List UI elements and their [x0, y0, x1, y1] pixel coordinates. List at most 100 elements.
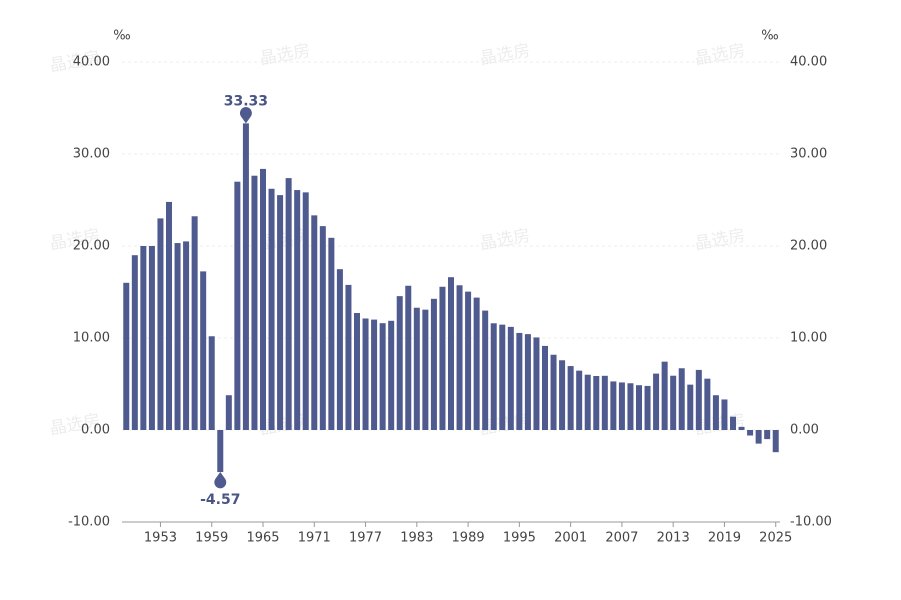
x-tick-label: 2025 — [759, 531, 792, 546]
x-tick-label: 1953 — [144, 531, 177, 546]
x-tick-label: 1959 — [195, 531, 228, 546]
bar — [618, 382, 625, 430]
value-label: -4.57 — [200, 492, 240, 508]
bar — [166, 201, 172, 430]
bar — [422, 309, 429, 430]
x-tick-label: 1977 — [349, 531, 382, 546]
bar — [593, 375, 600, 430]
bar — [678, 368, 685, 430]
bar — [730, 416, 736, 430]
y2-tick-label: 0.00 — [790, 423, 819, 438]
marker-pin — [239, 107, 252, 124]
bar — [405, 285, 412, 430]
bar — [738, 426, 745, 430]
bar — [191, 216, 198, 430]
bar — [336, 269, 343, 430]
bar — [755, 430, 762, 444]
bar — [319, 226, 326, 430]
bar — [533, 337, 540, 430]
watermark: 晶选房 — [693, 41, 747, 70]
bar — [584, 374, 591, 430]
bar — [636, 385, 642, 430]
bar — [242, 123, 249, 430]
bar — [148, 246, 155, 430]
bar — [747, 430, 754, 436]
y2-tick-label: 10.00 — [790, 331, 827, 346]
bar — [653, 373, 660, 430]
y2-tick-label: 20.00 — [790, 239, 827, 254]
watermark: 晶选房 — [258, 41, 312, 70]
watermark: 晶选房 — [478, 41, 532, 70]
bar — [576, 370, 583, 430]
bar — [251, 175, 258, 430]
bar — [302, 192, 309, 430]
bar — [260, 168, 266, 431]
bar — [174, 243, 181, 430]
bar — [499, 324, 506, 430]
bar — [550, 354, 557, 430]
watermark: 晶选房 — [693, 226, 747, 255]
y2-unit-label: ‰ — [761, 29, 778, 44]
bar — [140, 246, 147, 430]
marker-pin — [214, 472, 227, 489]
bar — [507, 326, 514, 430]
bar — [627, 383, 634, 430]
y-tick-label: -10.00 — [68, 515, 110, 530]
bar — [328, 237, 335, 430]
bar — [354, 312, 360, 430]
bar — [208, 336, 215, 430]
bar — [670, 375, 677, 430]
bar — [644, 385, 651, 430]
watermark: 晶选房 — [478, 226, 532, 255]
bar — [234, 181, 241, 430]
x-tick-label: 1971 — [298, 531, 331, 546]
x-tick-label: 1989 — [452, 531, 485, 546]
bar — [695, 369, 702, 430]
y-tick-label: 40.00 — [73, 55, 110, 70]
bar — [345, 284, 352, 430]
bar — [131, 255, 138, 430]
bar — [268, 188, 275, 430]
x-tick-label: 1983 — [400, 531, 433, 546]
bar — [448, 277, 454, 430]
bar — [482, 310, 489, 430]
bar — [764, 430, 771, 440]
bar — [524, 334, 531, 430]
bar — [559, 360, 566, 430]
y2-tick-label: 30.00 — [790, 147, 827, 162]
bar — [490, 323, 497, 430]
y-tick-label: 10.00 — [73, 331, 110, 346]
y-tick-label: 20.00 — [73, 239, 110, 254]
bar — [687, 384, 694, 430]
y-tick-label: 30.00 — [73, 147, 110, 162]
x-tick-label: 2007 — [605, 531, 638, 546]
bar — [311, 215, 318, 430]
bar — [157, 218, 164, 430]
bar — [396, 296, 403, 430]
bar — [379, 323, 386, 430]
bar — [712, 395, 719, 430]
bar — [601, 375, 608, 430]
bar — [183, 241, 190, 430]
bar — [704, 378, 711, 430]
x-tick-label: 1965 — [246, 531, 279, 546]
bar — [362, 318, 369, 430]
y2-tick-label: 40.00 — [790, 55, 827, 70]
y-unit-label: ‰ — [113, 29, 130, 44]
bar — [772, 430, 779, 453]
bar — [413, 307, 420, 430]
bar — [123, 282, 130, 430]
bar — [456, 285, 463, 430]
bar — [473, 297, 480, 430]
value-label: 33.33 — [224, 93, 268, 109]
bar — [294, 190, 301, 430]
bar — [225, 395, 232, 430]
bar — [285, 178, 292, 430]
bar — [430, 298, 437, 430]
bar — [661, 361, 668, 430]
bar — [277, 195, 284, 430]
bar — [516, 332, 523, 430]
x-tick-label: 1995 — [503, 531, 536, 546]
bar — [200, 271, 207, 430]
